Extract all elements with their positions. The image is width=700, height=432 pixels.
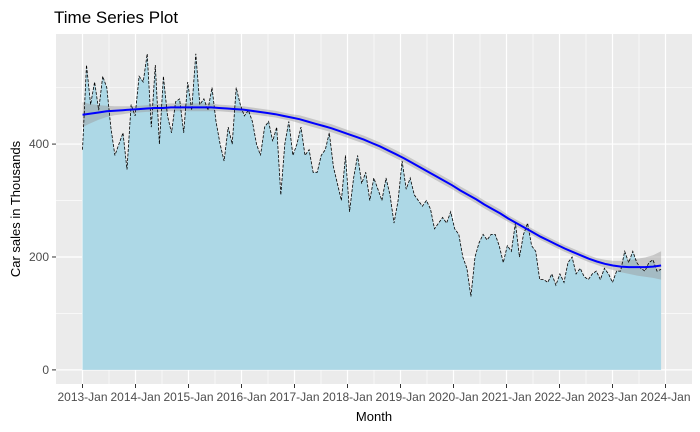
x-tick-label: 2018-Jan (322, 390, 372, 404)
x-tick-label: 2022-Jan (534, 390, 584, 404)
y-axis-title: Car sales in Thousands (8, 140, 23, 277)
x-tick-label: 2020-Jan (428, 390, 478, 404)
x-tick-label: 2019-Jan (375, 390, 425, 404)
y-tick-label: 400 (29, 137, 49, 151)
x-tick-label: 2013-Jan (57, 390, 107, 404)
y-tick-label: 0 (42, 363, 49, 377)
x-axis-title: Month (356, 409, 392, 424)
x-axis: 2013-Jan 2014-Jan 2015-Jan 2016-Jan 2017-Jan… (57, 384, 691, 404)
confidence-band (82, 102, 662, 280)
y-axis: 0 200 400 (29, 137, 56, 377)
x-tick-label: 2017-Jan (269, 390, 319, 404)
series-area (82, 53, 662, 370)
y-tick-label: 200 (29, 250, 49, 264)
x-tick-label: 2024-Jan (640, 390, 690, 404)
trend-line (82, 106, 662, 269)
x-tick-label: 2021-Jan (481, 390, 531, 404)
x-tick-label: 2015-Jan (163, 390, 213, 404)
series-layer (82, 53, 662, 370)
chart-title: Time Series Plot (54, 8, 178, 27)
x-tick-label: 2023-Jan (587, 390, 637, 404)
x-tick-label: 2014-Jan (110, 390, 160, 404)
series-line (82, 53, 662, 297)
x-tick-label: 2016-Jan (216, 390, 266, 404)
